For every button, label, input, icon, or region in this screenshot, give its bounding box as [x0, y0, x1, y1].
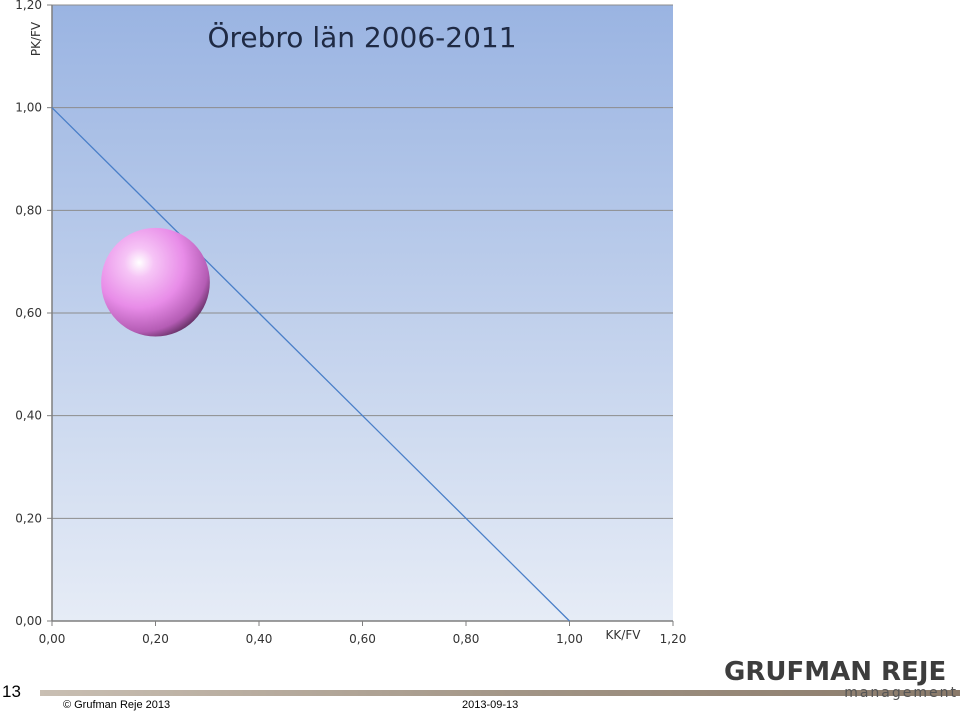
x-tick-label: 0,40 [246, 632, 273, 646]
y-tick-label: 0,00 [15, 614, 42, 628]
copyright-icon: © [63, 699, 72, 711]
x-axis-label: KK/FV [606, 628, 642, 642]
logo-tagline: management [844, 685, 958, 701]
x-tick-label: 0,20 [142, 632, 169, 646]
x-tick-label: 0,00 [39, 632, 66, 646]
x-tick-label: 0,80 [453, 632, 480, 646]
x-tick-label: 1,00 [556, 632, 583, 646]
footer-divider [40, 690, 960, 696]
logo-wordmark: GRUFMAN REJE [724, 657, 947, 687]
x-tick-label: 0,60 [349, 632, 376, 646]
copyright: © Grufman Reje 2013 [63, 699, 170, 711]
y-tick-label: 0,80 [15, 203, 42, 217]
x-tick-label: 1,20 [660, 632, 687, 646]
y-tick-label: 1,00 [15, 101, 42, 115]
series-layer [51, 107, 570, 622]
y-tick-label: 1,20 [15, 0, 42, 12]
y-axis-label: PK/FV [29, 21, 43, 56]
footer-date: 2013-09-13 [462, 699, 519, 711]
company-logo: GRUFMAN REJE management [724, 657, 960, 703]
y-tick-label: 0,60 [15, 306, 42, 320]
data-bubble [101, 227, 210, 337]
y-tick-label: 0,20 [15, 511, 42, 525]
reference-line [51, 107, 570, 622]
slide-number: 13 [2, 682, 21, 701]
chart-title: Örebro län 2006-2011 [207, 20, 516, 54]
copyright-text: Grufman Reje 2013 [74, 699, 171, 711]
y-tick-label: 0,40 [15, 409, 42, 423]
